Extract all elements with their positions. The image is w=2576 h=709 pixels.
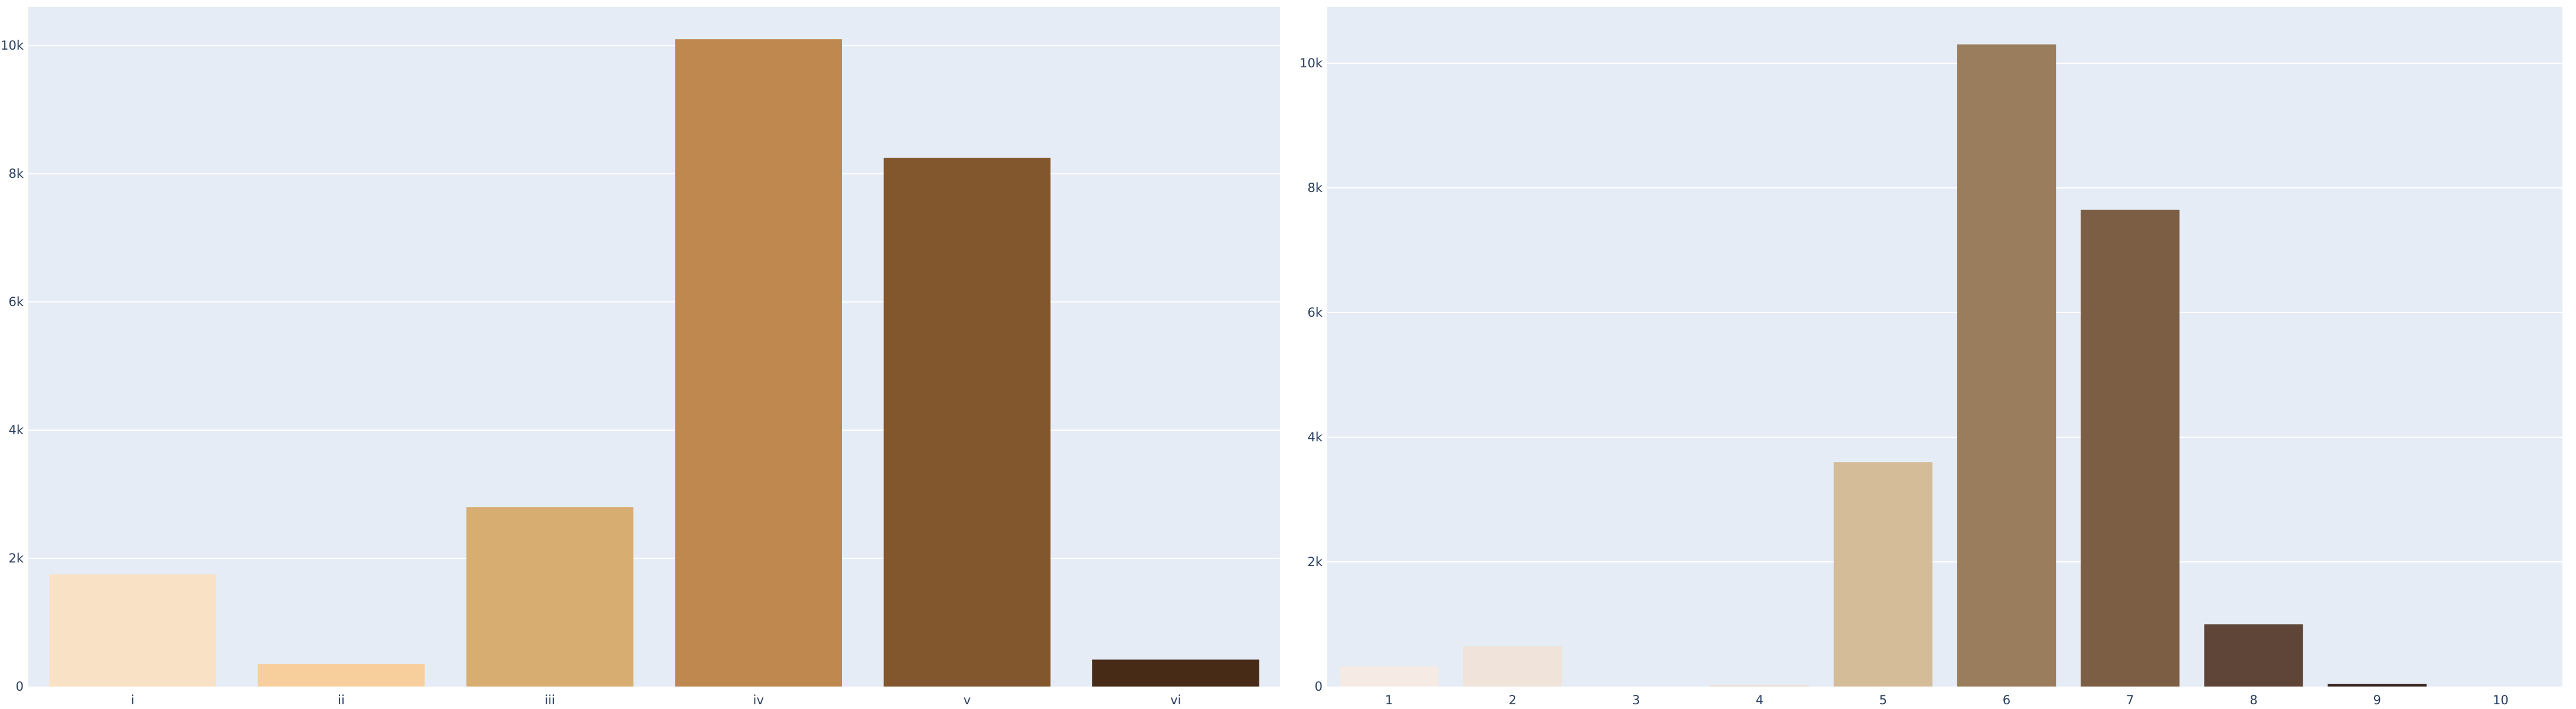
y-tick-label: 6k: [8, 295, 24, 309]
y-tick-label: 0: [16, 679, 24, 694]
x-tick-label: 2: [1509, 693, 1516, 707]
y-tick-label: 10k: [1300, 56, 1323, 70]
bar-1: [1339, 666, 1439, 687]
x-tick-label: 6: [2003, 693, 2010, 707]
x-tick-label: vi: [1170, 693, 1181, 707]
bar-4: [1710, 685, 1809, 687]
x-tick-label: 9: [2373, 693, 2381, 707]
chart-2: 0 2k 4k 6k 8k 10k 1 2 3 4 5 6 7 8 9 10: [1300, 7, 2562, 707]
bar-vi: [1092, 659, 1259, 687]
bar-i: [49, 574, 216, 687]
bar-6: [1957, 44, 2056, 687]
bar-ii: [257, 664, 425, 687]
y-tick-label: 0: [1315, 679, 1323, 694]
x-tick-label: i: [131, 693, 135, 707]
x-tick-label: iii: [545, 693, 556, 707]
y-tick-label: 10k: [1, 38, 24, 53]
x-tick-label: 7: [2126, 693, 2134, 707]
x-tick-label: 1: [1385, 693, 1393, 707]
x-tick-label: iv: [753, 693, 764, 707]
bar-iii: [466, 507, 634, 687]
x-tick-label: 4: [1756, 693, 1764, 707]
plot-background: [28, 7, 1280, 687]
bar-5: [1833, 462, 1933, 687]
x-tick-label: 8: [2249, 693, 2257, 707]
bar-7: [2081, 209, 2180, 687]
x-tick-label: v: [964, 693, 971, 707]
bar-iv: [675, 39, 842, 687]
x-tick-label: 5: [1879, 693, 1887, 707]
y-tick-label: 4k: [1307, 430, 1323, 444]
y-tick-label: 8k: [8, 167, 24, 181]
y-tick-label: 2k: [8, 551, 24, 565]
bar-2: [1463, 646, 1562, 687]
bar-9: [2327, 684, 2427, 687]
y-tick-label: 6k: [1307, 305, 1323, 320]
bar-8: [2204, 624, 2303, 687]
x-tick-label: 3: [1632, 693, 1640, 707]
plot-background: [1327, 7, 2562, 687]
bar-v: [883, 157, 1051, 687]
y-tick-label: 2k: [1307, 555, 1323, 569]
x-tick-label: ii: [338, 693, 345, 707]
x-tick-label: 10: [2493, 693, 2509, 707]
y-tick-label: 4k: [8, 423, 24, 437]
y-tick-label: 8k: [1307, 181, 1323, 195]
